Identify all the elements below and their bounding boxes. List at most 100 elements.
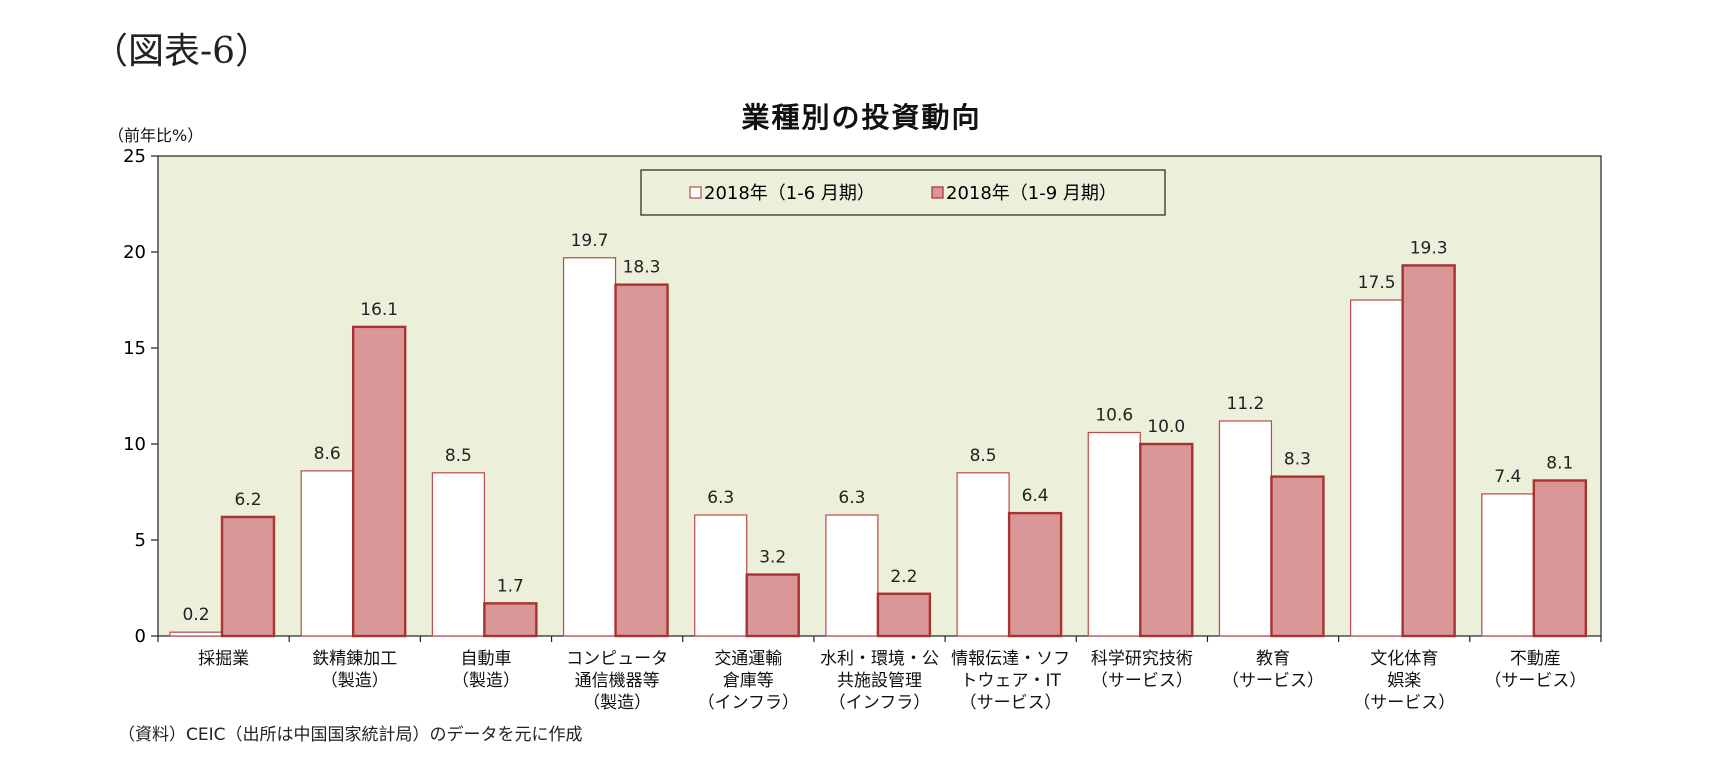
data-label: 1.7 <box>497 576 524 596</box>
y-axis: 0 5 10 15 20 25 <box>123 146 158 647</box>
bar-series1 <box>825 514 879 637</box>
bar-series2 <box>483 602 538 638</box>
y-tick-label: 0 <box>135 626 146 647</box>
x-category-label: 交通運輸倉庫等（インフラ） <box>698 649 800 713</box>
x-category-line: 情報伝達・ソフ <box>951 649 1070 669</box>
data-label: 6.3 <box>707 488 734 508</box>
data-label: 11.2 <box>1227 394 1265 414</box>
x-category-line: （サービス） <box>1222 671 1324 691</box>
data-label: 3.2 <box>759 548 786 568</box>
data-label: 8.5 <box>445 446 472 466</box>
data-label: 16.1 <box>360 300 398 320</box>
x-category-line: （サービス） <box>1091 671 1193 691</box>
x-category-line: 鉄精錬加工 <box>312 649 397 669</box>
legend-swatch-1 <box>689 186 702 199</box>
x-category-line: （サービス） <box>960 693 1062 713</box>
x-category-line: トウェア・IT <box>960 671 1061 691</box>
x-category-line: （製造） <box>583 693 651 713</box>
data-label: 0.2 <box>182 605 209 625</box>
x-category-line: 娯楽 <box>1387 671 1421 691</box>
x-category-label: 鉄精錬加工（製造） <box>312 649 397 691</box>
x-category-line: 交通運輸 <box>714 649 782 669</box>
data-label: 10.0 <box>1147 417 1185 437</box>
x-category-line: （サービス） <box>1353 693 1455 713</box>
bar-series1 <box>431 472 485 637</box>
x-category-label: 科学研究技術（サービス） <box>1091 649 1193 691</box>
bar-series2 <box>1139 442 1194 638</box>
y-axis-unit-label: （前年比%） <box>108 126 204 145</box>
data-label: 2.2 <box>890 567 917 587</box>
data-label: 8.5 <box>970 446 997 466</box>
bar-series2 <box>745 573 800 638</box>
bar-series2 <box>220 515 276 638</box>
data-label: 8.1 <box>1546 453 1573 473</box>
legend-label-1: 2018年（1-6 月期） <box>704 183 875 204</box>
x-category-label: 文化体育娯楽（サービス） <box>1353 649 1455 713</box>
bar-series2 <box>876 592 932 638</box>
x-category-line: 科学研究技術 <box>1091 649 1193 669</box>
data-label: 17.5 <box>1358 273 1396 293</box>
bar-series1 <box>1218 420 1273 637</box>
x-category-line: （製造） <box>321 671 389 691</box>
x-category-label: 教育（サービス） <box>1222 649 1324 691</box>
x-category-line: 通信機器等 <box>575 671 660 691</box>
bar-series1 <box>1481 493 1535 637</box>
x-category-line: （インフラ） <box>829 693 931 713</box>
y-tick-label: 15 <box>123 338 146 359</box>
bar-series1 <box>169 631 223 637</box>
data-label: 6.2 <box>234 490 261 510</box>
x-category-label: コンピュータ通信機器等（製造） <box>566 649 668 713</box>
x-category-line: 不動産 <box>1510 649 1561 669</box>
data-label: 19.7 <box>571 231 609 251</box>
chart-title: 業種別の投資動向 <box>741 101 982 134</box>
data-label: 6.4 <box>1022 486 1049 506</box>
y-tick-label: 20 <box>123 242 146 263</box>
x-category-line: （インフラ） <box>698 693 800 713</box>
x-category-line: （サービス） <box>1484 671 1586 691</box>
x-category-line: 採掘業 <box>198 649 249 669</box>
legend-box <box>640 169 1166 216</box>
x-category-label: 情報伝達・ソフトウェア・IT （サービス） <box>951 649 1070 713</box>
legend-label-2: 2018年（1-9 月期） <box>946 183 1117 204</box>
bar-series1 <box>956 472 1010 637</box>
bar-series2 <box>614 283 669 638</box>
data-label: 18.3 <box>623 258 661 278</box>
x-category-label: 自動車（製造） <box>452 649 520 691</box>
x-category-line: 水利・環境・公 <box>820 649 939 669</box>
data-label: 8.3 <box>1284 450 1311 470</box>
bar-series2 <box>1007 511 1063 638</box>
x-category-line: 教育 <box>1256 649 1290 669</box>
x-axis: 採掘業 鉄精錬加工（製造）自動車（製造）コンピュータ通信機器等（製造）交通運輸倉庫… <box>157 636 1602 713</box>
x-category-line: 自動車 <box>460 649 511 669</box>
bar-series1 <box>1087 431 1141 637</box>
legend: 2018年（1-6 月期） 2018年（1-9 月期） <box>640 169 1166 216</box>
bar-series1 <box>694 514 748 637</box>
source-note: （資料）CEIC（出所は中国国家統計局）のデータを元に作成 <box>118 725 583 745</box>
x-category-label: 水利・環境・公共施設管理（インフラ） <box>820 649 939 713</box>
bar-series1 <box>1350 299 1404 637</box>
y-tick-label: 25 <box>123 146 146 167</box>
x-category-line: 共施設管理 <box>837 671 922 691</box>
data-label: 8.6 <box>314 444 341 464</box>
x-category-line: 倉庫等 <box>723 671 774 691</box>
bar-series2 <box>1532 479 1588 638</box>
figure-label: （図表-6） <box>92 31 272 72</box>
bar-series2 <box>351 325 407 638</box>
y-tick-label: 5 <box>135 530 146 551</box>
x-category-label: 不動産（サービス） <box>1484 649 1586 691</box>
data-label: 6.3 <box>838 488 865 508</box>
bar-series1 <box>562 257 617 637</box>
legend-swatch-2 <box>931 186 944 199</box>
y-tick-label: 10 <box>123 434 146 455</box>
bars: 0.2 8.6 8.5 19.7 6.3 6.3 8.5 10.6 11.2 17.5 7.4 6.2… <box>169 231 1588 638</box>
bar-series1 <box>300 470 354 637</box>
x-category-line: 文化体育 <box>1370 649 1438 669</box>
x-category-line: （製造） <box>452 671 520 691</box>
data-label: 19.3 <box>1410 238 1448 258</box>
bar-series2 <box>1270 475 1325 638</box>
x-category-line: コンピュータ <box>566 649 668 669</box>
bar-series2 <box>1401 264 1456 638</box>
x-category-label: 採掘業 <box>198 649 249 669</box>
data-label: 7.4 <box>1494 467 1521 487</box>
